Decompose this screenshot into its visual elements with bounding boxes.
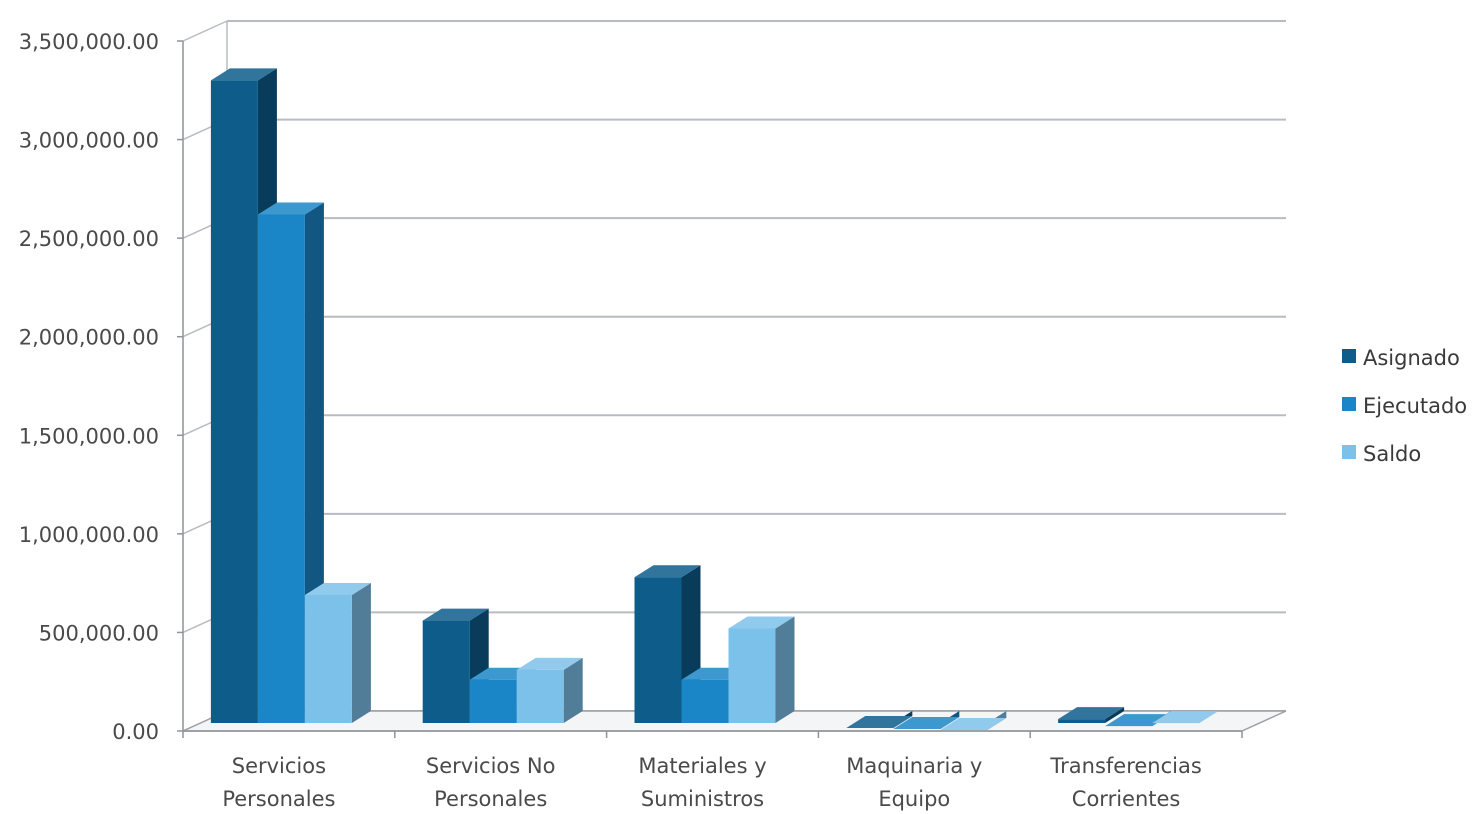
- y-tick-label: 500,000.00: [39, 621, 159, 645]
- bar-asignado: [634, 565, 701, 723]
- bar-top: [846, 716, 913, 729]
- x-category-label: Maquinaria y Equipo: [846, 754, 982, 811]
- bar-top: [210, 68, 277, 81]
- bar-asignado: [1058, 707, 1125, 723]
- bar-front: [1058, 719, 1106, 723]
- legend-item-asignado: Asignado: [1342, 346, 1460, 370]
- bar-top: [634, 565, 701, 578]
- bar-side: [1105, 707, 1125, 723]
- bar-front: [728, 628, 776, 723]
- legend-swatch: [1342, 397, 1356, 411]
- bar-top: [516, 657, 583, 670]
- legend-item-ejecutado: Ejecutado: [1342, 394, 1467, 418]
- bars: [210, 68, 1219, 731]
- bar-top: [257, 202, 324, 215]
- legend-item-saldo: Saldo: [1342, 442, 1421, 466]
- x-category-label: Transferencias Corrientes: [1049, 754, 1201, 811]
- bar-top: [728, 616, 795, 629]
- bar-ejecutado: [257, 202, 324, 723]
- y-tick-label: 1,000,000.00: [19, 523, 159, 547]
- gridline-side: [182, 20, 228, 42]
- y-tick-label: 3,500,000.00: [19, 30, 159, 54]
- legend-label: Ejecutado: [1363, 394, 1467, 418]
- bar-saldo: [516, 657, 583, 723]
- x-category-label: Servicios No Personales: [426, 754, 556, 811]
- y-tick-label: 0.00: [112, 720, 159, 744]
- bar-ejecutado: [893, 711, 960, 730]
- y-tick-label: 2,000,000.00: [19, 326, 159, 350]
- bar-side: [351, 582, 371, 723]
- bar-front: [304, 594, 352, 723]
- bar-side: [775, 616, 795, 723]
- bar-saldo: [728, 616, 795, 723]
- legend-label: Asignado: [1363, 346, 1460, 370]
- x-category-label: Materiales y Suministros: [638, 754, 766, 811]
- bar-asignado: [846, 711, 913, 729]
- bar-top: [1058, 707, 1125, 720]
- bar-front: [681, 679, 729, 723]
- bar-front: [516, 669, 564, 723]
- bar-saldo: [940, 711, 1007, 731]
- bar-saldo: [304, 582, 371, 723]
- bar-front: [422, 620, 470, 723]
- bar-front: [257, 214, 305, 723]
- legend-swatch: [1342, 349, 1356, 363]
- bar-saldo: [1152, 711, 1219, 724]
- y-tick-label: 3,000,000.00: [19, 129, 159, 153]
- bar-front: [210, 80, 258, 723]
- bar-top: [422, 608, 489, 621]
- bar-front: [469, 679, 517, 723]
- bar-top: [940, 718, 1007, 731]
- bar-top: [893, 717, 960, 730]
- labels: 0.00 500,000.00 1,000,000.00 1,500,000.00 2,…: [19, 30, 1202, 811]
- legend-label: Saldo: [1363, 442, 1421, 466]
- bar-asignado: [422, 608, 489, 723]
- bar-top: [304, 582, 371, 595]
- legend: Asignado Ejecutado Saldo: [1342, 346, 1467, 466]
- bar-front: [634, 577, 682, 723]
- bar-side: [563, 657, 583, 723]
- x-category-label: Servicios Personales: [222, 754, 335, 811]
- legend-swatch: [1342, 445, 1356, 459]
- y-tick-label: 2,500,000.00: [19, 227, 159, 251]
- y-tick-label: 1,500,000.00: [19, 424, 159, 448]
- bar-top: [1152, 711, 1219, 724]
